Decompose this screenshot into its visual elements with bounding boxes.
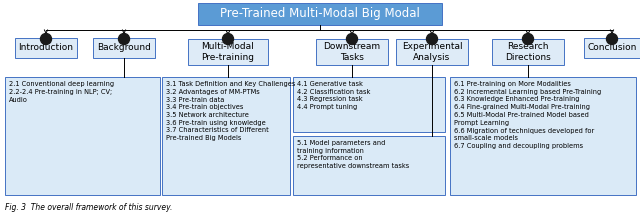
- Text: Research
Directions: Research Directions: [505, 42, 551, 62]
- Text: 4.1 Generative task
4.2 Classification task
4.3 Regression task
4.4 Prompt tunin: 4.1 Generative task 4.2 Classification t…: [297, 81, 371, 110]
- Text: 1: 1: [44, 34, 49, 43]
- Text: Experimental
Analysis: Experimental Analysis: [402, 42, 462, 62]
- Bar: [293, 136, 445, 195]
- Text: Pre-Trained Multi-Modal Big Modal: Pre-Trained Multi-Modal Big Modal: [220, 8, 420, 20]
- Bar: [450, 77, 636, 195]
- Text: 5: 5: [429, 34, 435, 43]
- Text: 6: 6: [525, 34, 531, 43]
- Text: Downstream
Tasks: Downstream Tasks: [323, 42, 381, 62]
- Circle shape: [346, 34, 358, 45]
- Bar: [188, 39, 268, 65]
- Circle shape: [40, 34, 51, 45]
- Bar: [162, 77, 290, 195]
- Text: 2.1 Conventional deep learning
2.2-2.4 Pre-training in NLP; CV;
Audio: 2.1 Conventional deep learning 2.2-2.4 P…: [9, 81, 114, 103]
- Bar: [93, 38, 155, 58]
- Text: 2: 2: [122, 34, 127, 43]
- Bar: [293, 77, 445, 132]
- Circle shape: [607, 34, 618, 45]
- Bar: [492, 39, 564, 65]
- Text: Introduction: Introduction: [19, 43, 74, 52]
- Text: 4: 4: [349, 34, 355, 43]
- Text: Background: Background: [97, 43, 151, 52]
- Bar: [316, 39, 388, 65]
- Text: Conclusion: Conclusion: [588, 43, 637, 52]
- Bar: [198, 3, 442, 25]
- Bar: [5, 77, 160, 195]
- Circle shape: [118, 34, 129, 45]
- Text: 3: 3: [225, 34, 230, 43]
- Text: Multi-Modal
Pre-training: Multi-Modal Pre-training: [202, 42, 255, 62]
- Bar: [396, 39, 468, 65]
- Circle shape: [223, 34, 234, 45]
- Bar: [584, 38, 640, 58]
- Circle shape: [426, 34, 438, 45]
- Text: 6.1 Pre-training on More Modalities
6.2 Incremental Learning based Pre-Training
: 6.1 Pre-training on More Modalities 6.2 …: [454, 81, 601, 149]
- Text: 3.1 Task Definition and Key Challenges
3.2 Advantages of MM-PTMs
3.3 Pre-train d: 3.1 Task Definition and Key Challenges 3…: [166, 81, 296, 141]
- Text: 5.1 Model parameters and
training information
5.2 Performance on
representative : 5.1 Model parameters and training inform…: [297, 140, 409, 169]
- Text: Fig. 3  The overall framework of this survey.: Fig. 3 The overall framework of this sur…: [5, 203, 172, 212]
- Bar: [15, 38, 77, 58]
- Circle shape: [522, 34, 534, 45]
- Text: 7: 7: [609, 34, 614, 43]
